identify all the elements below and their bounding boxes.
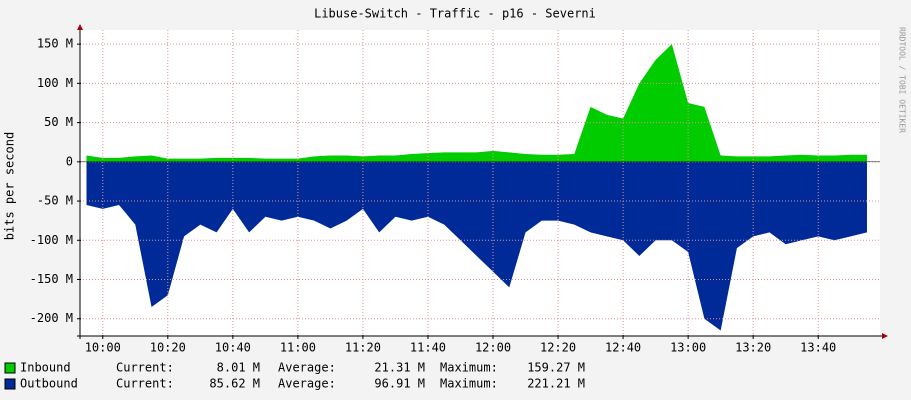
x-tick-label: 11:00 bbox=[280, 341, 316, 355]
x-tick-label: 10:20 bbox=[150, 341, 186, 355]
x-tick-label: 12:00 bbox=[475, 341, 511, 355]
legend-stat-value: 8.01 M bbox=[217, 361, 260, 375]
y-tick-label: 100 M bbox=[37, 76, 73, 90]
legend-stat-label: Average: bbox=[278, 361, 336, 375]
y-axis-label: bits per second bbox=[3, 132, 17, 240]
x-tick-label: 10:00 bbox=[85, 341, 121, 355]
y-tick-label: 0 bbox=[66, 154, 73, 168]
x-tick-label: 11:20 bbox=[345, 341, 381, 355]
legend-stat-value: 221.21 M bbox=[527, 377, 585, 391]
y-tick-label: -100 M bbox=[30, 233, 73, 247]
x-tick-label: 10:40 bbox=[215, 341, 251, 355]
y-tick-label: -200 M bbox=[30, 311, 73, 325]
legend-swatch bbox=[4, 378, 16, 390]
legend-label: Inbound bbox=[20, 361, 71, 375]
chart-title: Libuse-Switch - Traffic - p16 - Severni bbox=[314, 7, 596, 21]
x-tick-label: 13:20 bbox=[735, 341, 771, 355]
y-axis-arrow bbox=[77, 24, 83, 30]
x-tick-label: 11:40 bbox=[410, 341, 446, 355]
x-tick-label: 13:00 bbox=[670, 341, 706, 355]
x-tick-label: 12:40 bbox=[605, 341, 641, 355]
area bbox=[86, 161, 867, 331]
legend-stat-label: Maximum: bbox=[440, 361, 498, 375]
watermark: RRDTOOL / TOBI OETIKER bbox=[898, 27, 907, 133]
y-tick-label: 50 M bbox=[44, 115, 73, 129]
legend-stat-label: Current: bbox=[116, 361, 174, 375]
legend-stat-label: Current: bbox=[116, 377, 174, 391]
legend-stat-value: 85.62 M bbox=[209, 377, 260, 391]
x-axis-arrow bbox=[882, 333, 888, 339]
y-tick-label: -150 M bbox=[30, 272, 73, 286]
x-tick-label: 12:20 bbox=[540, 341, 576, 355]
legend-stat-label: Maximum: bbox=[440, 377, 498, 391]
legend-stat-value: 159.27 M bbox=[527, 361, 585, 375]
legend-stat-value: 21.31 M bbox=[374, 361, 425, 375]
y-tick-label: 150 M bbox=[37, 37, 73, 51]
area bbox=[86, 44, 867, 162]
legend-swatch bbox=[4, 362, 16, 374]
y-tick-label: -50 M bbox=[37, 194, 73, 208]
legend-stat-value: 96.91 M bbox=[374, 377, 425, 391]
legend-label: Outbound bbox=[20, 377, 78, 391]
legend-stat-label: Average: bbox=[278, 377, 336, 391]
x-tick-label: 13:40 bbox=[800, 341, 836, 355]
